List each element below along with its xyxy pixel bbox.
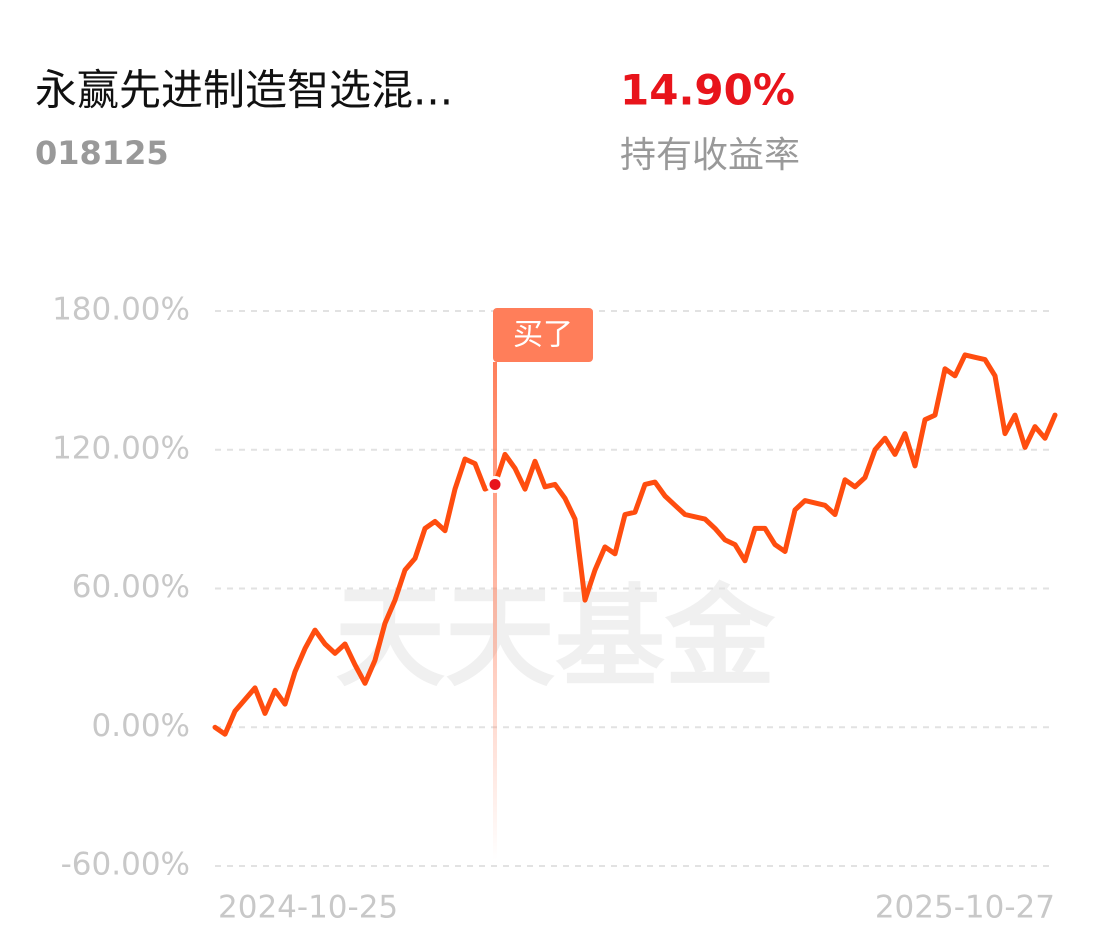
x-tick-label: 2025-10-27 [875,890,1055,926]
x-tick-label: 2024-10-25 [218,890,398,926]
y-tick-label: 120.00% [52,430,190,466]
y-tick-label: 60.00% [72,569,190,605]
return-label: 持有收益率 [620,135,800,176]
y-tick-label: -60.00% [61,847,190,883]
fund-title: 永赢先进制造智选混... [35,66,453,115]
annotation-box [493,308,593,362]
fund-code: 018125 [35,134,169,172]
annotation-label: 买了 [513,318,573,353]
watermark: 天天基金 [335,573,776,701]
y-tick-label: 180.00% [52,292,190,328]
line [212,352,1058,737]
y-tick-label: 0.00% [92,708,190,744]
buy-point [486,475,504,493]
return-value: 14.90% [620,66,795,115]
annotation-line [493,362,497,860]
